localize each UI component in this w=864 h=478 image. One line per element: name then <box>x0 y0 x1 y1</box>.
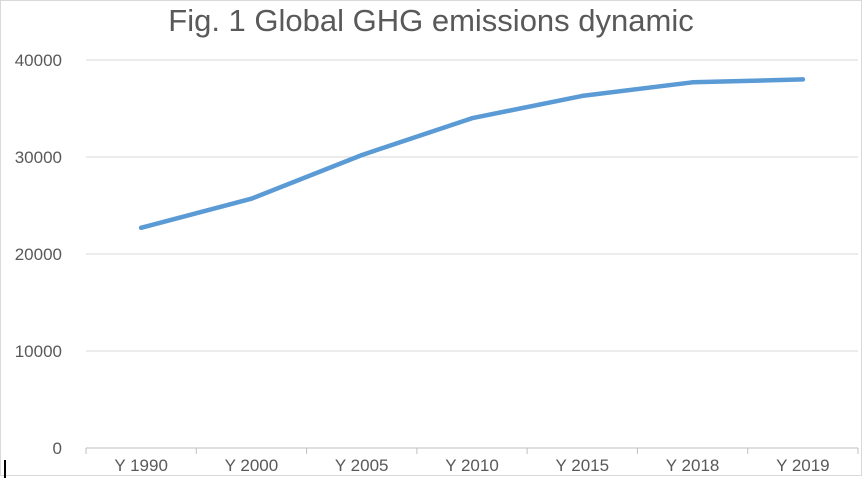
axes <box>85 447 859 454</box>
data-point <box>249 196 254 201</box>
x-tick-label: Y 2010 <box>445 456 499 475</box>
x-tick-label: Y 2018 <box>666 456 720 475</box>
x-tick-label: Y 1990 <box>114 456 168 475</box>
data-point <box>690 80 695 85</box>
y-tick-label: 20000 <box>15 245 62 264</box>
y-tick-label: 0 <box>53 439 62 458</box>
gridlines <box>86 59 858 352</box>
chart-title: Fig. 1 Global GHG emissions dynamic <box>168 3 694 38</box>
x-tick-label: Y 2015 <box>555 456 609 475</box>
data-point <box>800 77 806 82</box>
tick-labels: 0 10000 20000 30000 40000 Y 1990 Y 2000 Y 2005 Y… <box>15 51 830 475</box>
y-tick-label: 40000 <box>15 51 62 70</box>
data-point <box>469 116 475 121</box>
x-tick-label: Y 2005 <box>335 456 389 475</box>
series-line <box>138 77 806 231</box>
data-point <box>580 93 585 99</box>
y-tick-label: 30000 <box>15 148 62 167</box>
series-layer <box>138 77 806 231</box>
edge-marker <box>4 460 6 478</box>
y-tick-label: 10000 <box>15 342 62 361</box>
x-tick-label: Y 2000 <box>225 456 279 475</box>
data-point <box>359 152 364 158</box>
data-point <box>138 225 144 231</box>
x-tick-label: Y 2019 <box>776 456 830 475</box>
